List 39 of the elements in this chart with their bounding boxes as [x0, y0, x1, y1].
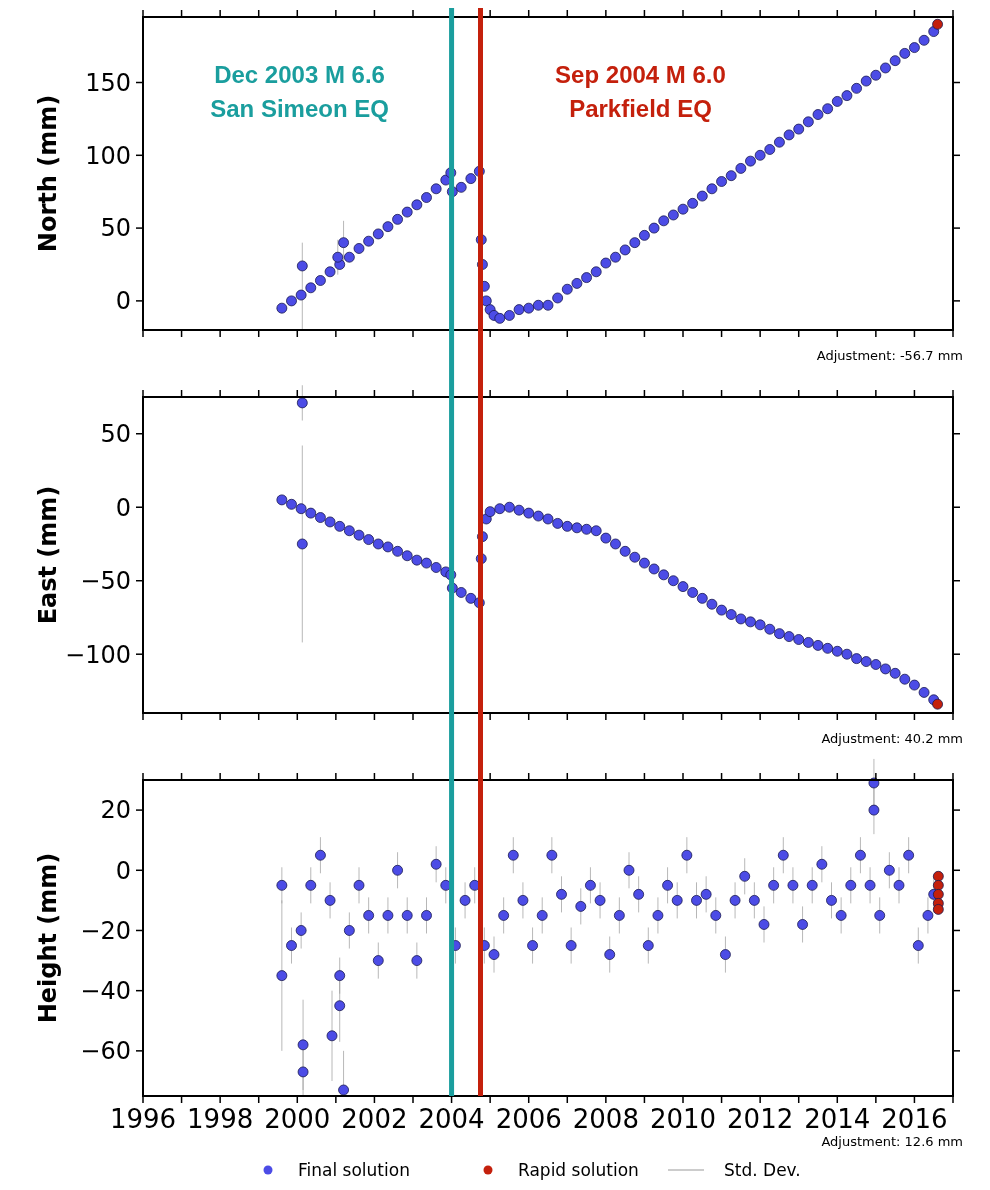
x-tick-label: 2014 — [804, 1104, 871, 1134]
legend-label: Rapid solution — [518, 1160, 639, 1180]
text: Std. Dev. — [724, 1160, 801, 1180]
y-tick-label: −100 — [65, 640, 131, 669]
y-tick-label: 20 — [100, 796, 131, 825]
y-tick-label: 150 — [85, 68, 131, 97]
x-tick-label: 2010 — [649, 1104, 717, 1134]
y-tick-label: 0 — [115, 493, 131, 522]
point — [932, 879, 944, 891]
x-tick-label: 1998 — [187, 1104, 254, 1134]
y-tick-label: −60 — [80, 1037, 131, 1066]
point — [932, 888, 944, 900]
y-axis-title: East (mm) — [34, 485, 62, 625]
y-tick-label: −50 — [80, 567, 131, 596]
point — [932, 870, 944, 882]
text: Adjustment: 40.2 mm — [821, 731, 963, 746]
y-axis-title: North (mm) — [34, 94, 62, 253]
x-tick-label: 2000 — [264, 1104, 331, 1134]
point — [932, 904, 944, 915]
text: Adjustment: -56.7 mm — [816, 348, 963, 363]
x-tick-label: 2006 — [495, 1104, 562, 1134]
y-tick-label: 0 — [115, 287, 131, 316]
y-tick-label: 50 — [100, 214, 131, 243]
y-tick-label: 0 — [115, 856, 131, 885]
x-tick-label: 2002 — [341, 1104, 408, 1134]
ref-line-label: Sep 2004 M 6.0 Parkfield EQ — [555, 61, 726, 122]
legend-label: Final solution — [298, 1160, 410, 1180]
x-tick-label: 2004 — [418, 1104, 485, 1134]
x-tick-label: 2016 — [881, 1104, 948, 1134]
y-axis-title: Height (mm) — [34, 852, 62, 1024]
y-tick-label: −20 — [80, 916, 131, 945]
x-tick-label: 2012 — [727, 1104, 794, 1134]
x-tick-label: 1996 — [109, 1104, 177, 1134]
ref-line-label: Dec 2003 M 6.6 San Simeon EQ — [210, 61, 389, 122]
y-tick-label: 50 — [100, 420, 131, 449]
text: Adjustment: 12.6 mm — [821, 1134, 963, 1149]
x-tick-label: 2008 — [572, 1104, 639, 1134]
y-tick-label: −40 — [80, 977, 131, 1006]
y-tick-label: 100 — [85, 141, 131, 170]
